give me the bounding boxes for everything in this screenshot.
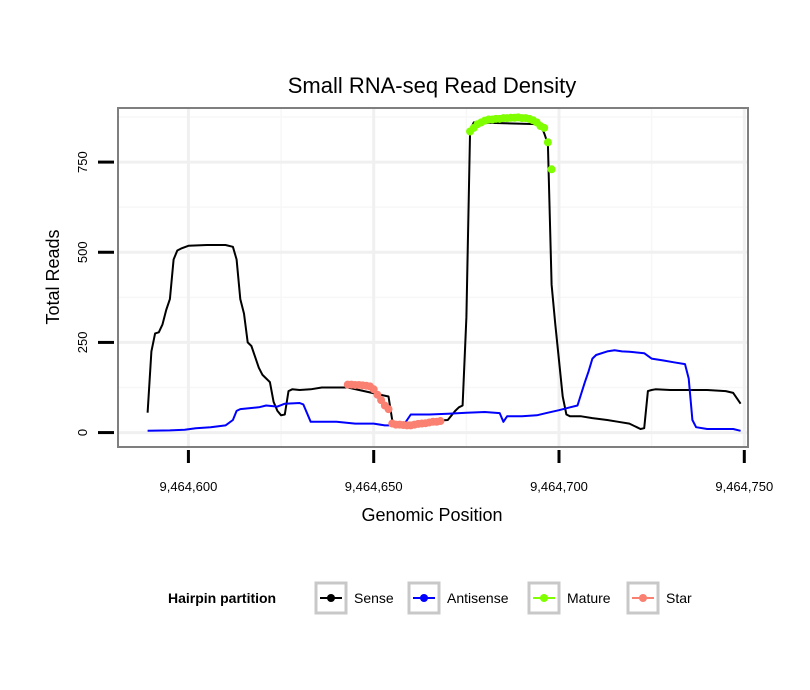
legend-label: Sense (354, 590, 394, 606)
data-point (540, 123, 549, 132)
series-line-antisense (147, 349, 741, 432)
legend: Hairpin partition Sense Antisense Mature St… (168, 581, 692, 615)
data-point (436, 417, 445, 426)
legend-item-star: Star (626, 581, 692, 615)
legend-key-point (639, 594, 647, 602)
legend-item-antisense: Antisense (407, 581, 509, 615)
series-points-mature (466, 113, 556, 174)
y-tick-label: 750 (75, 151, 90, 173)
series-points-star (343, 380, 445, 430)
y-axis-title: Total Reads (43, 229, 63, 324)
x-axis-title: Genomic Position (361, 505, 502, 525)
legend-key-point (540, 594, 548, 602)
y-tick-label: 0 (75, 429, 90, 436)
legend-item-sense: Sense (314, 581, 394, 615)
chart-title: Small RNA-seq Read Density (288, 73, 577, 98)
plot-border (117, 107, 749, 448)
series-layer (146, 113, 742, 432)
legend-item-mature: Mature (527, 581, 611, 615)
x-tick-label: 9,464,700 (530, 479, 588, 494)
x-tick-label: 9,464,750 (715, 479, 773, 494)
x-tick-label: 9,464,650 (345, 479, 403, 494)
data-point (547, 165, 556, 174)
data-point (384, 405, 393, 414)
data-point (543, 138, 552, 147)
axis-layer: 9,464,600 9,464,650 9,464,700 9,464,750 0 250… (75, 151, 773, 494)
legend-label: Antisense (447, 590, 509, 606)
legend-key-point (327, 594, 335, 602)
legend-label: Star (666, 590, 692, 606)
grid-lines (118, 108, 748, 447)
legend-title: Hairpin partition (168, 590, 276, 606)
y-tick-label: 500 (75, 241, 90, 263)
legend-label: Mature (567, 590, 611, 606)
x-tick-label: 9,464,600 (159, 479, 217, 494)
plot-background (118, 108, 748, 447)
y-tick-label: 250 (75, 332, 90, 354)
series-line-sense (146, 121, 742, 430)
legend-key-point (420, 594, 428, 602)
